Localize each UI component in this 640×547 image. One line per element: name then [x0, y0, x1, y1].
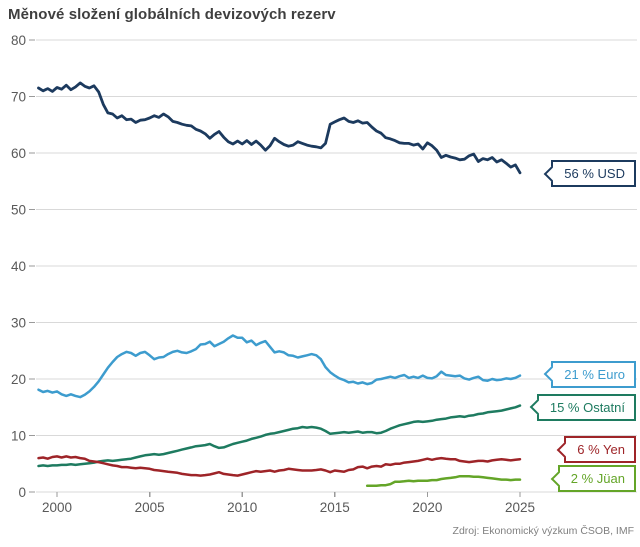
source-note: Zdroj: Ekonomický výzkum ČSOB, IMF — [452, 525, 634, 537]
x-tick-label: 2025 — [505, 500, 535, 515]
x-tick-label: 2020 — [412, 500, 442, 515]
x-tick-label: 2010 — [227, 500, 257, 515]
y-tick-label: 40 — [11, 259, 26, 274]
x-tick-label: 2005 — [135, 500, 165, 515]
x-tick-label: 2000 — [42, 500, 72, 515]
series-line-juan — [365, 474, 522, 488]
y-tick-label: 20 — [11, 372, 26, 387]
callout-usd: 56 % USD — [551, 160, 636, 188]
y-tick-label: 0 — [18, 485, 26, 500]
series-line-usd — [37, 81, 522, 175]
callout-ostatni: 15 % Ostatní — [536, 393, 636, 421]
y-tick-label: 10 — [11, 429, 26, 444]
series-line-ostatni — [37, 404, 522, 468]
chart-title: Měnové složení globálních devizových rez… — [8, 6, 336, 23]
x-tick-label: 2015 — [320, 500, 350, 515]
callout-yen: 6 % Yen — [564, 436, 636, 464]
y-tick-label: 60 — [11, 146, 26, 161]
callout-juan: 2 % Jüan — [557, 465, 636, 493]
callout-euro: 21 % Euro — [551, 360, 636, 388]
series-line-yen — [37, 455, 522, 477]
series-line-euro — [37, 334, 522, 399]
y-tick-label: 50 — [11, 203, 26, 218]
y-tick-label: 30 — [11, 316, 26, 331]
y-tick-label: 70 — [11, 90, 26, 105]
y-tick-label: 80 — [11, 33, 26, 48]
